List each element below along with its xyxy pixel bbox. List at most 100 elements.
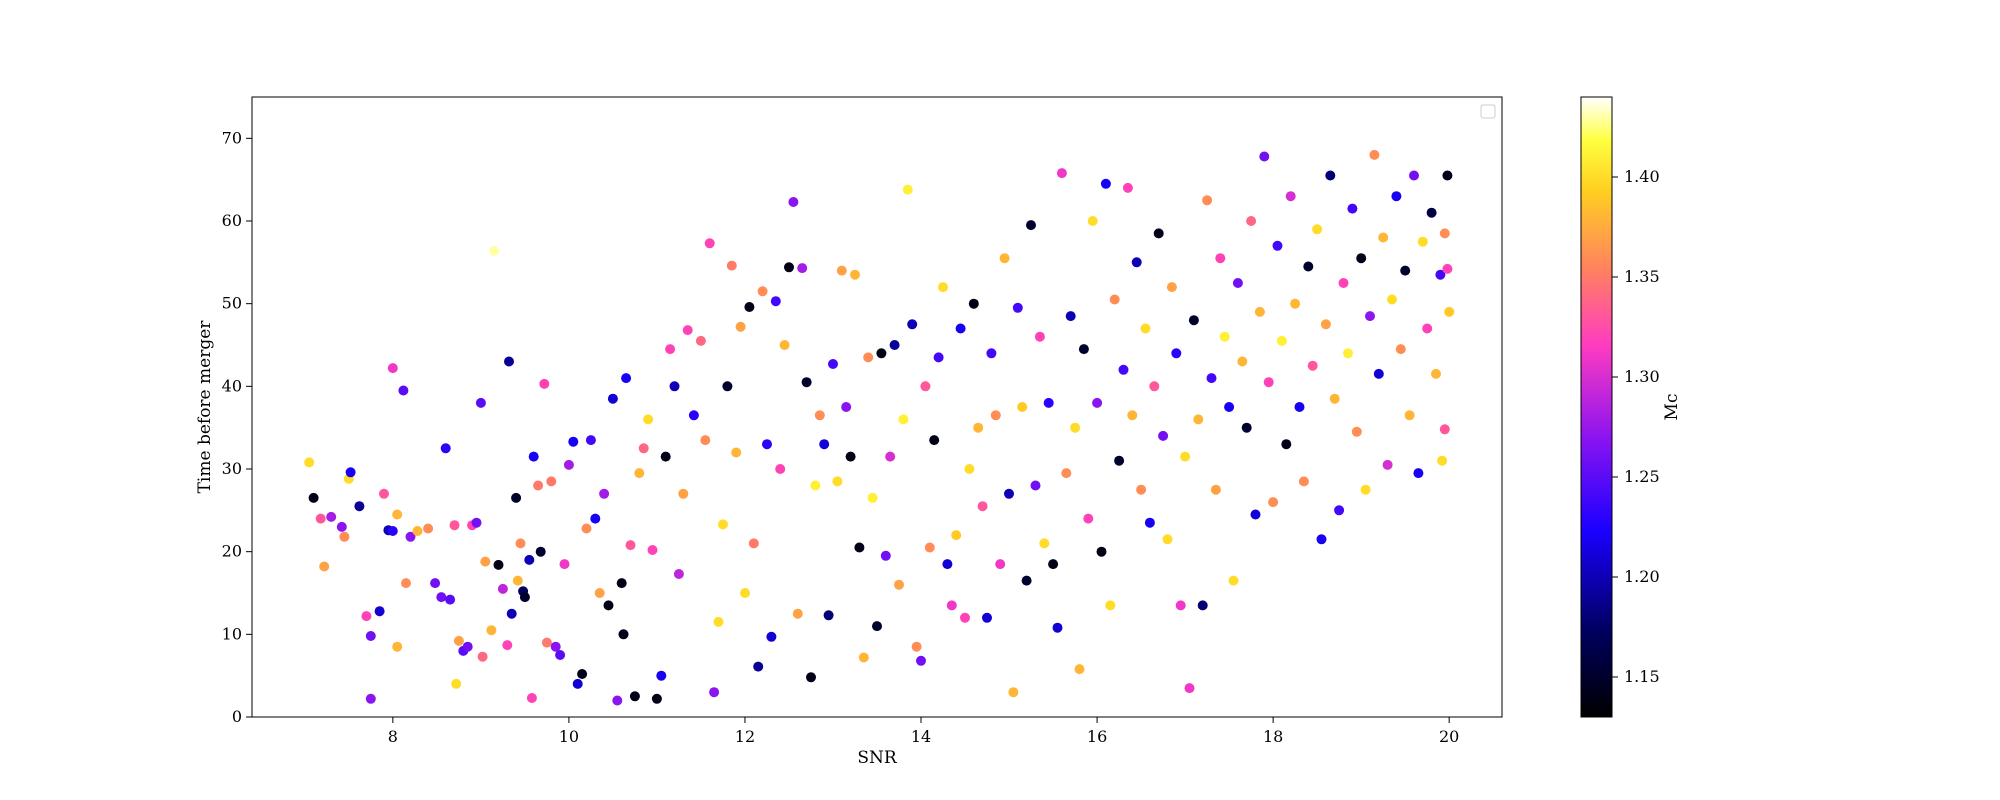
- data-point: [365, 631, 376, 641]
- data-point: [1360, 484, 1371, 495]
- data-point: [951, 530, 962, 541]
- data-point: [1382, 459, 1393, 470]
- data-point: [718, 519, 728, 530]
- data-point: [1149, 381, 1160, 392]
- data-point: [453, 635, 464, 646]
- data-point: [770, 296, 781, 307]
- data-point: [319, 561, 330, 572]
- data-point: [315, 513, 326, 524]
- data-point: [977, 501, 988, 512]
- data-point: [753, 661, 764, 672]
- data-point: [559, 559, 570, 570]
- data-point: [779, 340, 790, 350]
- data-point: [1439, 424, 1450, 435]
- data-point: [1351, 426, 1362, 437]
- data-point: [489, 245, 500, 256]
- colorbar-tick-label: 1.30: [1624, 367, 1660, 386]
- data-point: [304, 457, 315, 468]
- data-point: [1294, 402, 1305, 412]
- data-point: [1444, 306, 1455, 317]
- data-point: [1114, 455, 1125, 466]
- data-point: [1100, 178, 1111, 189]
- y-tick-label: 60: [222, 211, 242, 230]
- y-tick-label: 70: [222, 128, 242, 147]
- data-point: [449, 520, 460, 531]
- y-tick-label: 20: [222, 542, 242, 561]
- data-point: [1378, 232, 1389, 243]
- data-point: [1409, 170, 1419, 181]
- data-point: [889, 340, 900, 350]
- data-point: [1356, 253, 1367, 264]
- data-point: [638, 443, 649, 454]
- data-point: [1254, 306, 1265, 317]
- data-point: [1439, 228, 1450, 239]
- data-point: [493, 559, 504, 570]
- data-point: [475, 397, 486, 408]
- data-point: [968, 298, 979, 309]
- data-point: [973, 422, 984, 433]
- data-point: [1184, 683, 1195, 694]
- x-tick-label: 10: [559, 727, 579, 746]
- data-point: [1442, 263, 1453, 274]
- data-point: [938, 282, 948, 293]
- data-point: [801, 377, 812, 388]
- data-point: [1188, 315, 1199, 326]
- data-point: [1246, 216, 1257, 226]
- data-point: [603, 600, 614, 611]
- data-point: [695, 335, 706, 346]
- data-point: [1083, 513, 1094, 524]
- data-point: [1329, 393, 1340, 404]
- data-point: [1369, 149, 1380, 160]
- data-point: [1219, 331, 1230, 342]
- data-point: [502, 640, 513, 651]
- data-point: [506, 608, 517, 619]
- data-point: [880, 550, 891, 561]
- data-point: [379, 488, 389, 499]
- data-point: [995, 559, 1006, 570]
- data-point: [858, 652, 869, 663]
- data-point: [999, 253, 1010, 264]
- data-point: [572, 678, 583, 689]
- data-point: [911, 641, 922, 652]
- data-point: [1131, 257, 1142, 268]
- data-point: [744, 302, 755, 312]
- data-point: [1039, 538, 1050, 549]
- data-point: [616, 578, 627, 589]
- data-point: [1373, 368, 1384, 379]
- data-point: [1105, 600, 1116, 611]
- data-point: [412, 526, 423, 536]
- data-point: [1074, 664, 1085, 675]
- data-point: [713, 616, 724, 627]
- data-point: [345, 467, 356, 478]
- data-point: [1136, 484, 1147, 495]
- data-point: [1413, 468, 1424, 479]
- data-point: [497, 583, 508, 594]
- data-point: [1298, 476, 1309, 487]
- data-point: [1237, 356, 1248, 367]
- data-point: [1263, 377, 1274, 388]
- data-point: [1140, 323, 1151, 334]
- data-point: [757, 286, 768, 297]
- y-tick-label: 10: [222, 624, 242, 643]
- legend-box[interactable]: [1480, 104, 1496, 119]
- data-point: [665, 344, 676, 355]
- data-point: [863, 352, 874, 363]
- data-point: [942, 559, 953, 570]
- data-point: [535, 546, 546, 557]
- data-point: [1087, 216, 1098, 226]
- data-point: [651, 693, 662, 704]
- data-point: [784, 262, 794, 273]
- data-point: [797, 263, 808, 274]
- data-point: [688, 410, 699, 421]
- colorbar: [1580, 96, 1613, 718]
- data-point: [1437, 455, 1448, 466]
- data-point: [731, 447, 742, 458]
- data-point: [590, 513, 601, 524]
- data-point: [766, 631, 777, 642]
- data-point: [845, 451, 856, 462]
- data-point: [599, 488, 610, 499]
- data-point: [387, 526, 398, 536]
- data-point: [1030, 480, 1041, 491]
- data-point: [1193, 414, 1204, 425]
